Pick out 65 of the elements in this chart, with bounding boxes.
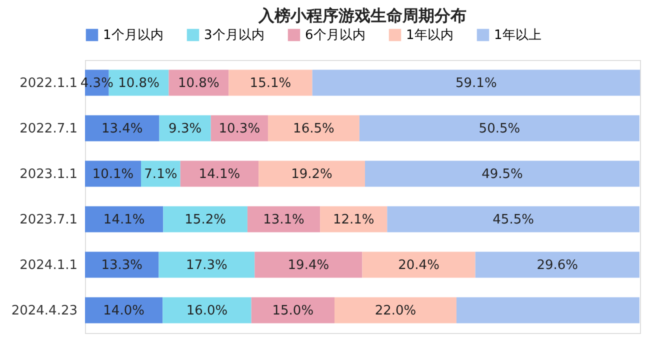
data-label: 7.1% <box>144 166 178 182</box>
bar <box>159 115 211 142</box>
bar <box>163 206 248 232</box>
bar <box>85 252 159 278</box>
data-label: 59.1% <box>456 76 497 91</box>
data-label: 10.8% <box>118 76 160 91</box>
bar <box>258 160 365 187</box>
data-label: 29.6% <box>536 258 578 273</box>
data-label: 16.5% <box>293 121 334 136</box>
data-label: 19.4% <box>288 258 330 273</box>
data-label: 45.5% <box>492 212 534 228</box>
bar <box>180 160 259 187</box>
data-label: 17.3% <box>186 258 228 273</box>
bar <box>364 160 640 187</box>
bar <box>85 160 141 187</box>
data-label: 13.3% <box>101 258 143 273</box>
data-label: 13.1% <box>263 212 304 228</box>
bar <box>320 206 388 232</box>
bar <box>85 206 164 232</box>
y-tick-label: 2024.1.1 <box>20 258 78 273</box>
y-tick-label: 2023.7.1 <box>20 212 78 228</box>
chart-title: 入榜小程序游戏生命周期分布 <box>258 6 466 25</box>
data-label: 19.2% <box>291 166 332 182</box>
legend-label: 3个月以内 <box>204 28 264 43</box>
data-label: 10.8% <box>178 76 220 91</box>
data-label: 50.5% <box>478 121 520 136</box>
legend-label: 1年以上 <box>494 28 542 43</box>
bar <box>162 297 252 324</box>
data-label: 49.5% <box>482 166 523 182</box>
data-label: 15.1% <box>250 76 292 91</box>
data-label: 13.4% <box>101 121 143 136</box>
legend-label: 1个月以内 <box>103 28 164 43</box>
data-label: 14.1% <box>103 212 145 228</box>
bar <box>312 70 640 96</box>
y-tick-label: 2024.4.23 <box>11 303 78 318</box>
data-label: 20.4% <box>398 258 440 273</box>
data-label: 22.0% <box>374 303 416 318</box>
data-label: 12.1% <box>332 212 374 228</box>
bar <box>456 297 640 324</box>
y-tick-label: 2022.1.1 <box>20 76 78 91</box>
data-label: 15.2% <box>184 212 226 228</box>
bar <box>85 115 160 142</box>
data-label: 15.0% <box>272 303 314 318</box>
bar <box>158 252 255 278</box>
data-label: 9.3% <box>168 121 202 136</box>
legend-label: 1年以内 <box>406 28 454 43</box>
bar <box>334 297 456 324</box>
bar <box>268 115 360 142</box>
y-tick-label: 2023.1.1 <box>20 166 78 182</box>
bar <box>362 252 476 278</box>
bar <box>247 206 320 232</box>
bar <box>85 297 163 324</box>
bar <box>228 70 312 96</box>
data-label: 16.0% <box>186 303 228 318</box>
data-label: 14.0% <box>103 303 144 318</box>
bar <box>475 252 640 278</box>
bar <box>387 206 640 232</box>
y-tick-label: 2022.7.1 <box>20 121 78 136</box>
data-label: 10.1% <box>92 166 134 182</box>
legend-label: 6个月以内 <box>305 28 366 43</box>
data-label: 10.3% <box>218 121 260 136</box>
bar <box>359 115 640 142</box>
bar <box>251 297 334 324</box>
data-label: 14.1% <box>198 166 240 182</box>
bar <box>254 252 362 278</box>
